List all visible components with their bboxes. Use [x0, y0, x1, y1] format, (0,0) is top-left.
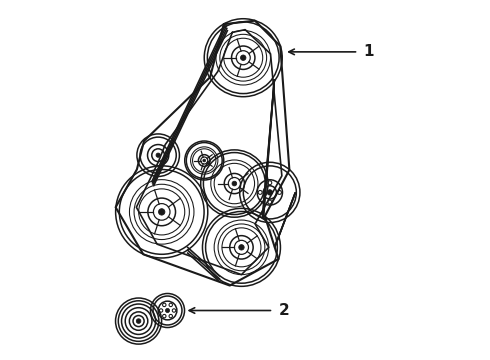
Circle shape	[241, 55, 246, 60]
Circle shape	[158, 209, 165, 215]
Circle shape	[156, 153, 160, 157]
Text: 1: 1	[364, 44, 374, 59]
Circle shape	[232, 181, 237, 186]
Circle shape	[267, 190, 272, 195]
Circle shape	[166, 309, 170, 312]
Circle shape	[136, 319, 141, 323]
Circle shape	[203, 159, 206, 162]
Text: 2: 2	[279, 303, 290, 318]
Circle shape	[239, 244, 244, 250]
